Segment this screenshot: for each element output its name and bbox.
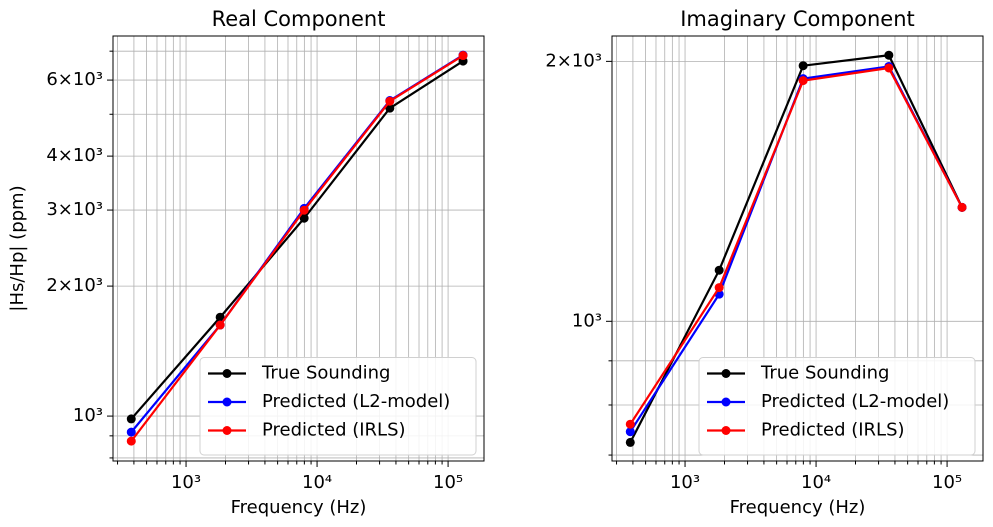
legend-marker bbox=[721, 397, 731, 407]
legend-label: True Sounding bbox=[760, 363, 889, 384]
point bbox=[625, 437, 635, 447]
x-tick-label: 10⁵ bbox=[932, 472, 962, 493]
point bbox=[385, 96, 395, 106]
legend-label: Predicted (L2-model) bbox=[761, 391, 949, 412]
point bbox=[126, 414, 136, 424]
point bbox=[215, 320, 225, 330]
legend-marker bbox=[721, 426, 731, 435]
legend-box bbox=[698, 357, 976, 456]
x-tick-label: 10⁴ bbox=[801, 472, 831, 493]
plot-frame bbox=[611, 35, 984, 462]
x-tick-label: 10³ bbox=[171, 472, 201, 493]
legend-label: Predicted (IRLS) bbox=[761, 420, 905, 441]
x-tick-label: 10⁵ bbox=[433, 472, 463, 493]
point bbox=[798, 76, 808, 86]
x-axis-label: Frequency (Hz) bbox=[730, 497, 866, 518]
point bbox=[625, 427, 635, 437]
y-tick-label: 6×10³ bbox=[46, 69, 103, 90]
x-tick-label: 10⁴ bbox=[302, 472, 332, 493]
legend-label: Predicted (IRLS) bbox=[262, 420, 406, 441]
y-axis-label: |Hs/Hp| (ppm) bbox=[7, 185, 28, 311]
point bbox=[714, 265, 724, 275]
y-tick-label: 4×10³ bbox=[46, 145, 103, 166]
point bbox=[126, 427, 136, 437]
chart-title: Real Component bbox=[212, 7, 386, 31]
point bbox=[625, 419, 635, 429]
x-tick-label: 10³ bbox=[670, 472, 700, 493]
x-axis-label: Frequency (Hz) bbox=[231, 497, 367, 518]
legend-label: True Sounding bbox=[261, 363, 390, 384]
y-tick-label: 2×10³ bbox=[46, 275, 103, 296]
point bbox=[215, 312, 225, 322]
y-tick-label: 10³ bbox=[73, 405, 103, 426]
legend-label: Predicted (L2-model) bbox=[262, 391, 450, 412]
point bbox=[714, 283, 724, 293]
point bbox=[299, 205, 309, 215]
point bbox=[126, 436, 136, 446]
legend-marker bbox=[721, 369, 731, 378]
y-tick-label: 2×10³ bbox=[545, 50, 602, 71]
plot-frame bbox=[112, 35, 485, 462]
point bbox=[458, 51, 468, 61]
point bbox=[957, 202, 967, 212]
legend-marker bbox=[222, 426, 232, 435]
legend-marker bbox=[222, 369, 232, 378]
y-tick-label: 3×10³ bbox=[46, 199, 103, 220]
point bbox=[884, 63, 894, 73]
y-tick-label: 10³ bbox=[572, 310, 602, 331]
chart-title: Imaginary Component bbox=[680, 7, 915, 31]
axes: 10³ 10⁴ 10⁵ 10³ 2×10³ 3×10³ 4×10³ 6×10³ Real Com… bbox=[7, 7, 485, 518]
point bbox=[798, 61, 808, 71]
legend-marker bbox=[222, 397, 232, 407]
point bbox=[385, 103, 395, 113]
point bbox=[299, 213, 309, 223]
point bbox=[884, 50, 894, 60]
legend-box bbox=[199, 357, 477, 456]
axes: 10³ 10⁴ 10⁵ 10³ 2×10³ Imaginary Component Freq… bbox=[545, 7, 984, 518]
